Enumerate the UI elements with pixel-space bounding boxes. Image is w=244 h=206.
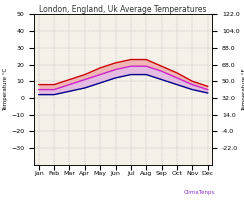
Average Temp	[99, 73, 102, 76]
Min Temp	[37, 93, 40, 96]
Average Temp	[145, 65, 148, 67]
Max Temp	[68, 78, 71, 81]
Max Temp	[53, 83, 56, 86]
Max Temp	[114, 62, 117, 64]
Min Temp	[175, 83, 178, 86]
Max Temp	[99, 67, 102, 69]
Max Temp	[145, 58, 148, 61]
Min Temp	[160, 78, 163, 81]
Min Temp	[68, 90, 71, 92]
Line: Max Temp: Max Temp	[39, 60, 208, 86]
Average Temp	[83, 78, 86, 81]
Min Temp	[129, 73, 132, 76]
Max Temp	[191, 80, 194, 82]
Average Temp	[191, 83, 194, 86]
Title: London, England, Uk Average Temperatures: London, England, Uk Average Temperatures	[40, 5, 207, 14]
Average Temp	[129, 65, 132, 67]
Max Temp	[175, 72, 178, 74]
Min Temp	[191, 88, 194, 91]
Min Temp	[206, 92, 209, 94]
Max Temp	[129, 58, 132, 61]
Average Temp	[68, 83, 71, 86]
Average Temp	[160, 70, 163, 73]
Min Temp	[145, 73, 148, 76]
Min Temp	[83, 87, 86, 89]
Average Temp	[206, 88, 209, 91]
Max Temp	[206, 85, 209, 88]
Average Temp	[37, 88, 40, 91]
Average Temp	[114, 68, 117, 71]
Line: Min Temp: Min Temp	[39, 75, 208, 95]
Max Temp	[37, 83, 40, 86]
Line: Average Temp: Average Temp	[39, 66, 208, 90]
Max Temp	[83, 73, 86, 76]
Max Temp	[160, 65, 163, 67]
Y-axis label: Temperature °F: Temperature °F	[243, 68, 244, 111]
Y-axis label: Temperature °C: Temperature °C	[3, 68, 9, 111]
Min Temp	[99, 82, 102, 84]
Average Temp	[53, 88, 56, 91]
Min Temp	[53, 93, 56, 96]
Text: ClimaTenps: ClimaTenps	[183, 190, 215, 195]
Average Temp	[175, 77, 178, 79]
Min Temp	[114, 77, 117, 79]
